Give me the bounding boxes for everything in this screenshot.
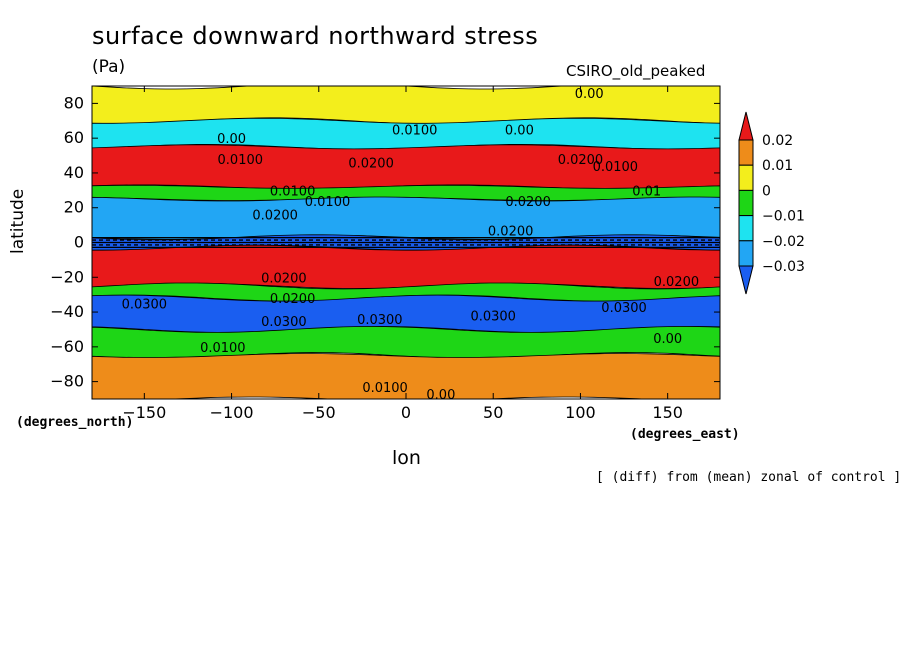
contour-label: 0.0100	[270, 184, 316, 199]
y-tick-label: −60	[50, 337, 84, 356]
contour-label: 0.0200	[558, 153, 604, 168]
contour-label: 0.00	[426, 388, 455, 403]
y-tick-label: 40	[64, 163, 84, 182]
contour-label: 0.0100	[362, 381, 408, 396]
contour-label: 0.00	[653, 332, 682, 347]
colorbar-label: −0.02	[762, 234, 805, 250]
contour-label: 0.0200	[252, 209, 298, 224]
x-tick-label: −50	[302, 403, 336, 422]
stress-field	[92, 86, 720, 399]
x-axis-units: (degrees_east)	[630, 427, 740, 442]
x-tick-label: 150	[652, 403, 683, 422]
contour-label: 0.0100	[305, 195, 351, 210]
contour-label: 0.0200	[348, 157, 394, 172]
colorbar-swatch	[738, 139, 754, 166]
colorbar-swatch	[738, 240, 754, 267]
contour-label: 0.0200	[654, 275, 700, 290]
units-label: (Pa)	[92, 57, 126, 77]
contour-label: 0.00	[575, 87, 604, 102]
y-tick-label: 0	[74, 233, 84, 252]
model-label: CSIRO_old_peaked	[566, 62, 706, 80]
colorbar-swatch	[738, 111, 754, 141]
contour-label: 0.0300	[470, 310, 516, 325]
contour-label: 0.00	[505, 123, 534, 138]
colorbar-swatch	[738, 265, 754, 295]
colorbar-label: 0	[762, 183, 771, 199]
colorbar-swatch	[738, 189, 754, 217]
contour-label: 0.0100	[200, 341, 246, 356]
contour-label: 0.0100	[218, 153, 264, 168]
y-tick-label: 20	[64, 198, 84, 217]
colorbar-label: 0.01	[762, 158, 793, 174]
colorbar-swatch	[738, 164, 754, 191]
x-tick-label: 0	[401, 403, 411, 422]
band	[92, 353, 720, 399]
y-tick-label: 60	[64, 128, 84, 147]
contour-label: 0.0100	[392, 123, 438, 138]
colorbar-label: 0.02	[762, 133, 793, 149]
contour-label: 0.00	[217, 132, 246, 147]
y-tick-label: 80	[64, 93, 84, 112]
colorbar-swatch	[738, 215, 754, 242]
band	[92, 326, 720, 359]
comparison-note: [ (diff) from (mean) zonal of control ]	[596, 470, 902, 485]
contour-label: 0.0300	[122, 297, 168, 312]
y-tick-label: −80	[50, 372, 84, 391]
band	[92, 244, 720, 289]
contour-label: 0.0300	[357, 313, 403, 328]
chart-title: surface downward northward stress	[92, 22, 539, 50]
colorbar: 0.02 0.01 0 −0.01 −0.02 −0.03	[738, 111, 805, 295]
x-axis-title: lon	[392, 447, 421, 469]
band	[92, 86, 720, 125]
contour-label: 0.0200	[261, 271, 307, 286]
contour-label: 0.0200	[270, 292, 316, 307]
y-axis-units: (degrees_north)	[16, 415, 134, 430]
x-tick-label: −150	[122, 403, 166, 422]
x-tick-label: −100	[210, 403, 254, 422]
x-tick-label: 50	[483, 403, 503, 422]
contour-label: 0.0200	[505, 195, 551, 210]
colorbar-label: −0.03	[762, 259, 805, 275]
y-ticks: −80 −60 −40 −20 0 20 40 60 80	[50, 93, 720, 391]
band	[92, 196, 720, 240]
contour-label: 0.0300	[261, 315, 307, 330]
x-ticks: −150 −100 −50 0 50 100 150	[122, 86, 683, 422]
y-tick-label: −20	[50, 267, 84, 286]
contour-label: 0.0100	[593, 160, 639, 175]
contour-label: 0.0300	[601, 301, 647, 316]
x-tick-label: 100	[565, 403, 596, 422]
contour-label: 0.0200	[488, 224, 534, 239]
y-tick-label: −40	[50, 302, 84, 321]
colorbar-label: −0.01	[762, 209, 805, 225]
contour-label: 0.01	[632, 184, 661, 199]
